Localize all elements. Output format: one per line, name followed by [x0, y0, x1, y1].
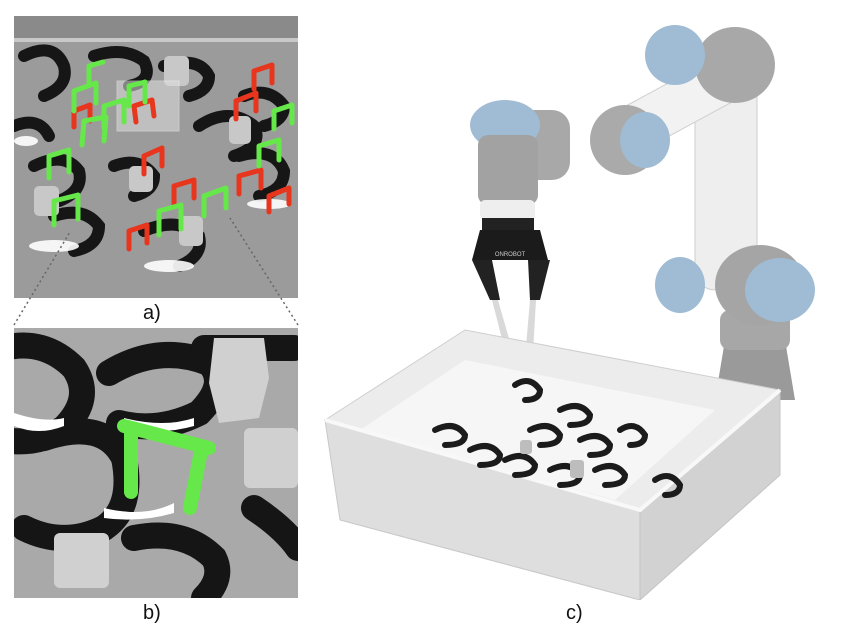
- robot-upper-arm: [590, 25, 775, 175]
- caption-a: a): [143, 302, 161, 324]
- robot-lower-arm: [655, 69, 815, 325]
- panel-b-zoom: [14, 328, 298, 598]
- panel-c-robot: ONROBOT: [320, 10, 840, 600]
- gripper-brand-label: ONROBOT: [495, 252, 526, 258]
- panel-a-scene: [14, 16, 298, 298]
- plastic-bin: [323, 329, 782, 600]
- scene-image: [14, 16, 298, 298]
- zoom-image: [14, 328, 298, 598]
- robot-scene: ONROBOT: [323, 25, 815, 600]
- caption-b: b): [143, 602, 161, 624]
- caption-c: c): [566, 602, 583, 624]
- robot-wrist: [470, 100, 570, 230]
